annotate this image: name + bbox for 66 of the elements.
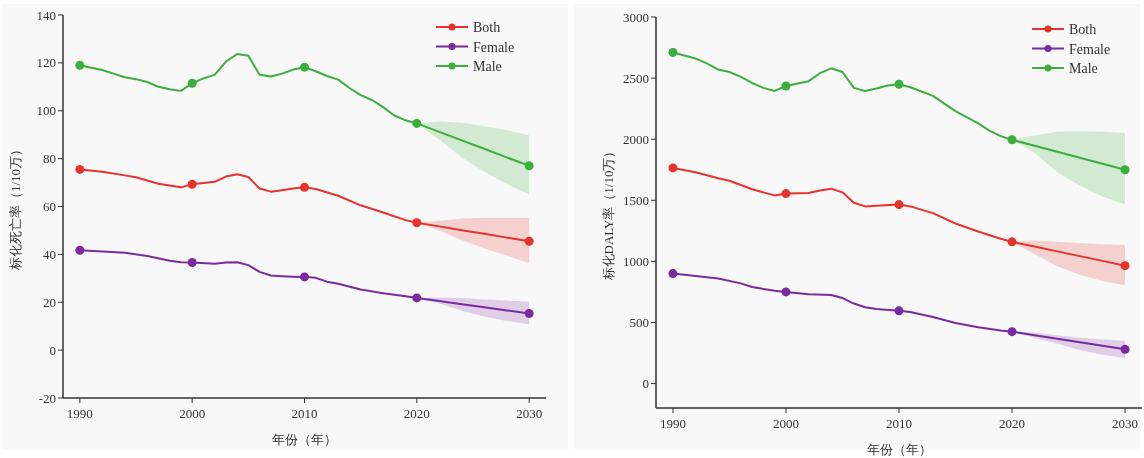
point: [781, 81, 791, 91]
point: [1120, 165, 1130, 175]
x-axis-title: 年份（年）: [272, 432, 337, 447]
point: [668, 47, 678, 57]
point: [412, 218, 422, 228]
x-tick-label: 1990: [66, 406, 93, 421]
legend-label: Female: [1069, 41, 1111, 57]
y-tick-label: 2000: [623, 131, 649, 147]
point: [524, 236, 534, 246]
y-tick-label: 0: [49, 342, 56, 358]
legend-label: Both: [473, 20, 501, 35]
point: [781, 189, 791, 199]
x-tick-label: 2010: [886, 416, 912, 431]
point: [668, 269, 678, 279]
point: [75, 164, 85, 174]
y-tick-label: 60: [43, 199, 56, 214]
x-tick-label: 2000: [772, 416, 799, 431]
point: [187, 258, 197, 268]
point: [1007, 135, 1017, 145]
legend-label: Both: [1069, 22, 1097, 37]
x-tick-label: 1990: [659, 416, 686, 431]
y-tick-label: 120: [36, 55, 56, 71]
point: [894, 200, 904, 210]
point: [75, 245, 85, 255]
x-tick-label: 2020: [999, 416, 1026, 431]
x-tick-label: 2030: [1112, 416, 1139, 431]
point: [412, 293, 422, 303]
y-tick-label: 1500: [623, 192, 649, 208]
point: [300, 62, 309, 72]
x-axis-title: 年份（年）: [866, 442, 932, 457]
point: [187, 179, 197, 189]
x-tick-label: 2010: [291, 406, 318, 421]
legend-label: Male: [473, 59, 502, 74]
point: [524, 309, 534, 318]
point: [894, 79, 904, 89]
point: [1120, 261, 1130, 271]
point: [1007, 327, 1017, 337]
y-axis-title: 标化死亡率（1/10万）: [8, 142, 23, 272]
point: [524, 161, 534, 171]
y-tick-label: 1000: [623, 253, 649, 269]
point: [412, 118, 422, 128]
y-axis-title: 标化DALY率（1/10万）: [601, 144, 616, 282]
y-tick-label: 0: [642, 376, 649, 392]
y-tick-label: 140: [36, 7, 56, 23]
legend-label: Male: [1069, 61, 1098, 76]
x-tick-label: 2030: [516, 406, 543, 421]
point: [300, 272, 309, 282]
point: [300, 182, 309, 192]
y-tick-label: 3000: [623, 9, 649, 25]
y-tick-label: 80: [43, 151, 56, 167]
legend-label: Female: [473, 39, 515, 55]
point: [668, 163, 678, 173]
y-tick-label: -20: [38, 390, 56, 406]
y-tick-label: 500: [629, 314, 649, 330]
y-tick-label: 2500: [623, 70, 649, 86]
y-tick-label: 20: [43, 294, 56, 310]
point: [1120, 344, 1130, 354]
point: [1007, 237, 1017, 247]
x-tick-label: 2000: [179, 406, 206, 421]
y-tick-label: 100: [36, 103, 56, 119]
point: [75, 60, 85, 70]
point: [781, 287, 791, 297]
x-tick-label: 2020: [403, 406, 430, 421]
point: [187, 78, 197, 88]
point: [894, 306, 904, 316]
y-tick-label: 40: [43, 246, 56, 262]
